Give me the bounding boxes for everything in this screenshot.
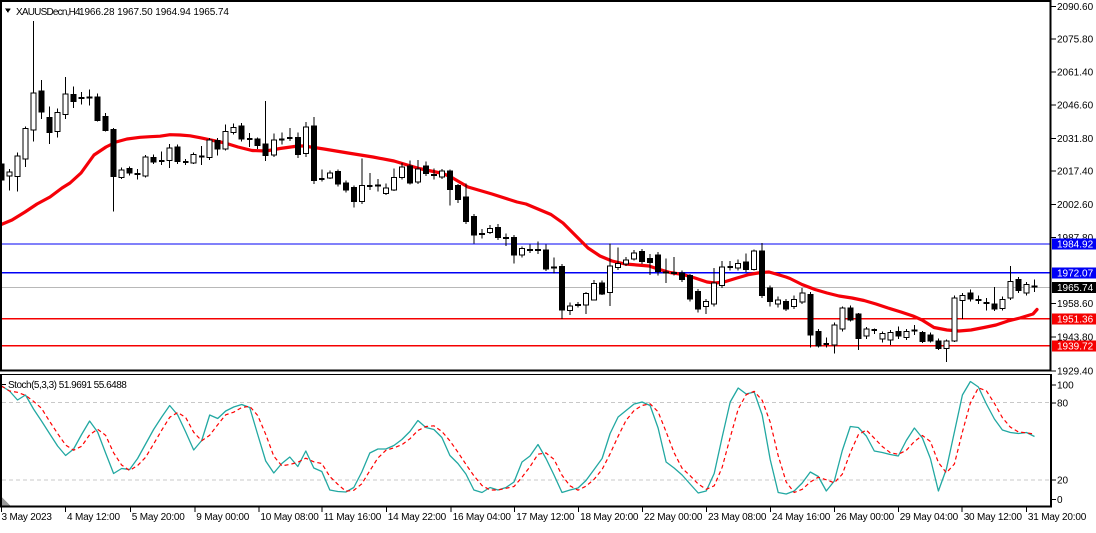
svg-text:2090.60: 2090.60 bbox=[1057, 2, 1094, 13]
svg-text:1965.74: 1965.74 bbox=[1057, 283, 1094, 294]
svg-text:3 May 2023: 3 May 2023 bbox=[2, 512, 53, 523]
svg-text:31 May 20:00: 31 May 20:00 bbox=[1028, 512, 1087, 523]
svg-text:22 May 00:00: 22 May 00:00 bbox=[644, 512, 703, 523]
svg-text:100: 100 bbox=[1057, 381, 1074, 392]
svg-text:80: 80 bbox=[1057, 399, 1069, 410]
svg-text:18 May 20:00: 18 May 20:00 bbox=[580, 512, 639, 523]
svg-text:11 May 16:00: 11 May 16:00 bbox=[324, 512, 382, 523]
svg-text:1943.80: 1943.80 bbox=[1057, 333, 1094, 344]
svg-text:5 May 20:00: 5 May 20:00 bbox=[132, 512, 185, 523]
svg-text:30 May 12:00: 30 May 12:00 bbox=[964, 512, 1023, 523]
svg-text:2031.80: 2031.80 bbox=[1057, 134, 1094, 145]
svg-text:14 May 22:00: 14 May 22:00 bbox=[388, 512, 447, 523]
svg-text:1966.28 1967.50 1964.94 1965.7: 1966.28 1967.50 1964.94 1965.74 bbox=[79, 7, 229, 18]
svg-text:24 May 16:00: 24 May 16:00 bbox=[772, 512, 831, 523]
svg-text:1958.60: 1958.60 bbox=[1057, 299, 1094, 310]
svg-text:2075.80: 2075.80 bbox=[1057, 35, 1094, 46]
svg-text:4 May 12:00: 4 May 12:00 bbox=[67, 512, 120, 523]
svg-text:2046.60: 2046.60 bbox=[1057, 101, 1094, 112]
svg-text:16 May 04:00: 16 May 04:00 bbox=[453, 512, 512, 523]
svg-text:2061.40: 2061.40 bbox=[1057, 68, 1094, 79]
svg-text:17 May 12:00: 17 May 12:00 bbox=[516, 512, 575, 523]
svg-text:10 May 08:00: 10 May 08:00 bbox=[260, 512, 319, 523]
svg-text:29 May 04:00: 29 May 04:00 bbox=[900, 512, 959, 523]
svg-text:0: 0 bbox=[1057, 495, 1063, 506]
svg-text:XAUUSDecn,H4: XAUUSDecn,H4 bbox=[16, 7, 81, 18]
svg-text:26 May 00:00: 26 May 00:00 bbox=[836, 512, 895, 523]
svg-text:9 May 00:00: 9 May 00:00 bbox=[196, 512, 249, 523]
svg-text:Stoch(5,3,3) 51.9691 55.6488: Stoch(5,3,3) 51.9691 55.6488 bbox=[8, 380, 127, 391]
svg-text:1951.36: 1951.36 bbox=[1057, 314, 1094, 325]
svg-text:2017.40: 2017.40 bbox=[1057, 167, 1094, 178]
svg-text:23 May 08:00: 23 May 08:00 bbox=[708, 512, 767, 523]
svg-text:2002.60: 2002.60 bbox=[1057, 200, 1094, 211]
svg-text:1972.07: 1972.07 bbox=[1057, 268, 1094, 279]
svg-text:20: 20 bbox=[1057, 476, 1069, 487]
svg-text:1929.40: 1929.40 bbox=[1057, 367, 1094, 378]
svg-text:1984.92: 1984.92 bbox=[1057, 240, 1094, 251]
svg-text:1939.72: 1939.72 bbox=[1057, 341, 1094, 352]
